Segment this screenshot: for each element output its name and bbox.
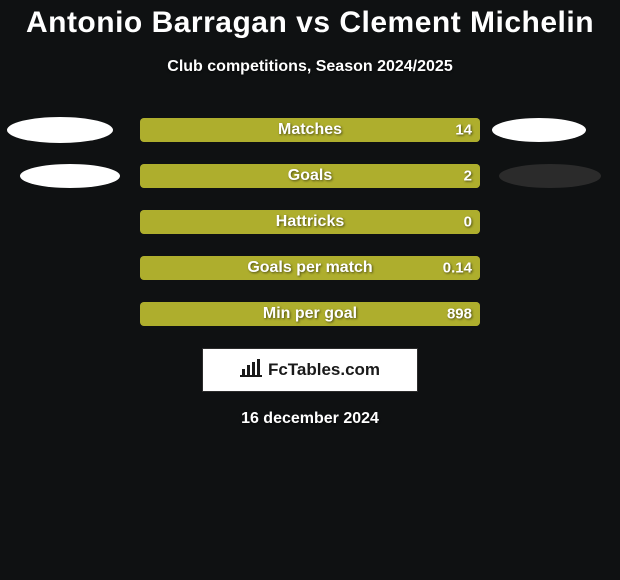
- right-ellipse: [499, 164, 601, 188]
- bar-label: Goals per match: [247, 259, 372, 277]
- bar-value: 0: [464, 214, 472, 231]
- bar-value: 0.14: [443, 260, 472, 277]
- right-ellipse: [492, 118, 586, 142]
- stat-row: Goals 2: [0, 164, 620, 188]
- bar-label: Goals: [288, 167, 332, 185]
- page-title: Antonio Barragan vs Clement Michelin: [0, 0, 620, 40]
- bar-label: Hattricks: [276, 213, 344, 231]
- brand-text: FcTables.com: [268, 360, 380, 380]
- bar-value: 2: [464, 168, 472, 185]
- left-ellipse: [7, 117, 113, 143]
- bar-track: Goals per match 0.14: [140, 256, 480, 280]
- bar-track: Matches 14: [140, 118, 480, 142]
- subtitle: Club competitions, Season 2024/2025: [0, 58, 620, 76]
- stat-row: Goals per match 0.14: [0, 256, 620, 280]
- chart-area: Matches 14 Goals 2 Hattricks 0 Goals per match…: [0, 118, 620, 326]
- stat-row: Hattricks 0: [0, 210, 620, 234]
- comparison-infographic: Antonio Barragan vs Clement Michelin Clu…: [0, 0, 620, 580]
- bar-value: 14: [455, 122, 472, 139]
- bar-track: Hattricks 0: [140, 210, 480, 234]
- bar-chart-icon: [240, 359, 262, 382]
- stat-row: Matches 14: [0, 118, 620, 142]
- stat-row: Min per goal 898: [0, 302, 620, 326]
- bar-label: Matches: [278, 121, 342, 139]
- date-line: 16 december 2024: [0, 410, 620, 428]
- brand-box: FcTables.com: [202, 348, 418, 392]
- left-ellipse: [20, 164, 120, 188]
- bar-track: Min per goal 898: [140, 302, 480, 326]
- bar-label: Min per goal: [263, 305, 357, 323]
- bar-track: Goals 2: [140, 164, 480, 188]
- bar-value: 898: [447, 306, 472, 323]
